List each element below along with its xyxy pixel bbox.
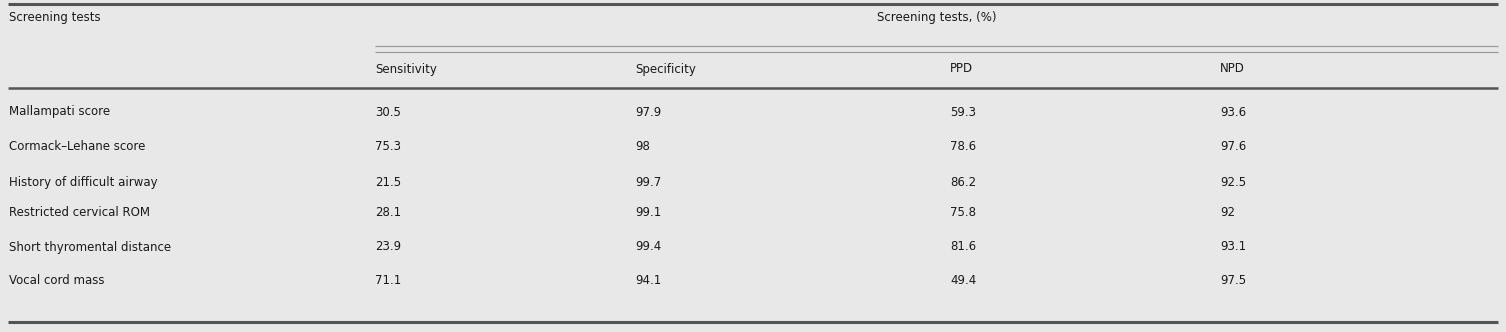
Text: 94.1: 94.1: [636, 274, 661, 287]
Text: Cormack–Lehane score: Cormack–Lehane score: [9, 140, 146, 153]
Text: 30.5: 30.5: [375, 106, 401, 119]
Text: 59.3: 59.3: [950, 106, 976, 119]
Text: Mallampati score: Mallampati score: [9, 106, 110, 119]
Text: 92: 92: [1220, 207, 1235, 219]
Text: Vocal cord mass: Vocal cord mass: [9, 274, 104, 287]
Text: NPD: NPD: [1220, 62, 1245, 75]
Text: 49.4: 49.4: [950, 274, 976, 287]
Text: 98: 98: [636, 140, 651, 153]
Text: History of difficult airway: History of difficult airway: [9, 176, 158, 189]
Text: 23.9: 23.9: [375, 240, 401, 254]
Text: 78.6: 78.6: [950, 140, 976, 153]
Text: 75.8: 75.8: [950, 207, 976, 219]
Text: Specificity: Specificity: [636, 62, 696, 75]
Text: Short thyromental distance: Short thyromental distance: [9, 240, 172, 254]
Text: 86.2: 86.2: [950, 176, 976, 189]
Text: 28.1: 28.1: [375, 207, 401, 219]
Text: 97.6: 97.6: [1220, 140, 1247, 153]
Text: 97.9: 97.9: [636, 106, 661, 119]
Text: 99.7: 99.7: [636, 176, 661, 189]
Text: Restricted cervical ROM: Restricted cervical ROM: [9, 207, 151, 219]
Text: Screening tests, (%): Screening tests, (%): [876, 12, 997, 25]
Text: 99.1: 99.1: [636, 207, 661, 219]
Text: Sensitivity: Sensitivity: [375, 62, 437, 75]
Text: Screening tests: Screening tests: [9, 12, 101, 25]
Text: 93.1: 93.1: [1220, 240, 1245, 254]
Text: 71.1: 71.1: [375, 274, 401, 287]
Text: 75.3: 75.3: [375, 140, 401, 153]
Text: 92.5: 92.5: [1220, 176, 1245, 189]
Text: 21.5: 21.5: [375, 176, 401, 189]
Text: 93.6: 93.6: [1220, 106, 1245, 119]
Text: PPD: PPD: [950, 62, 973, 75]
Text: 99.4: 99.4: [636, 240, 661, 254]
Text: 81.6: 81.6: [950, 240, 976, 254]
Text: 97.5: 97.5: [1220, 274, 1245, 287]
